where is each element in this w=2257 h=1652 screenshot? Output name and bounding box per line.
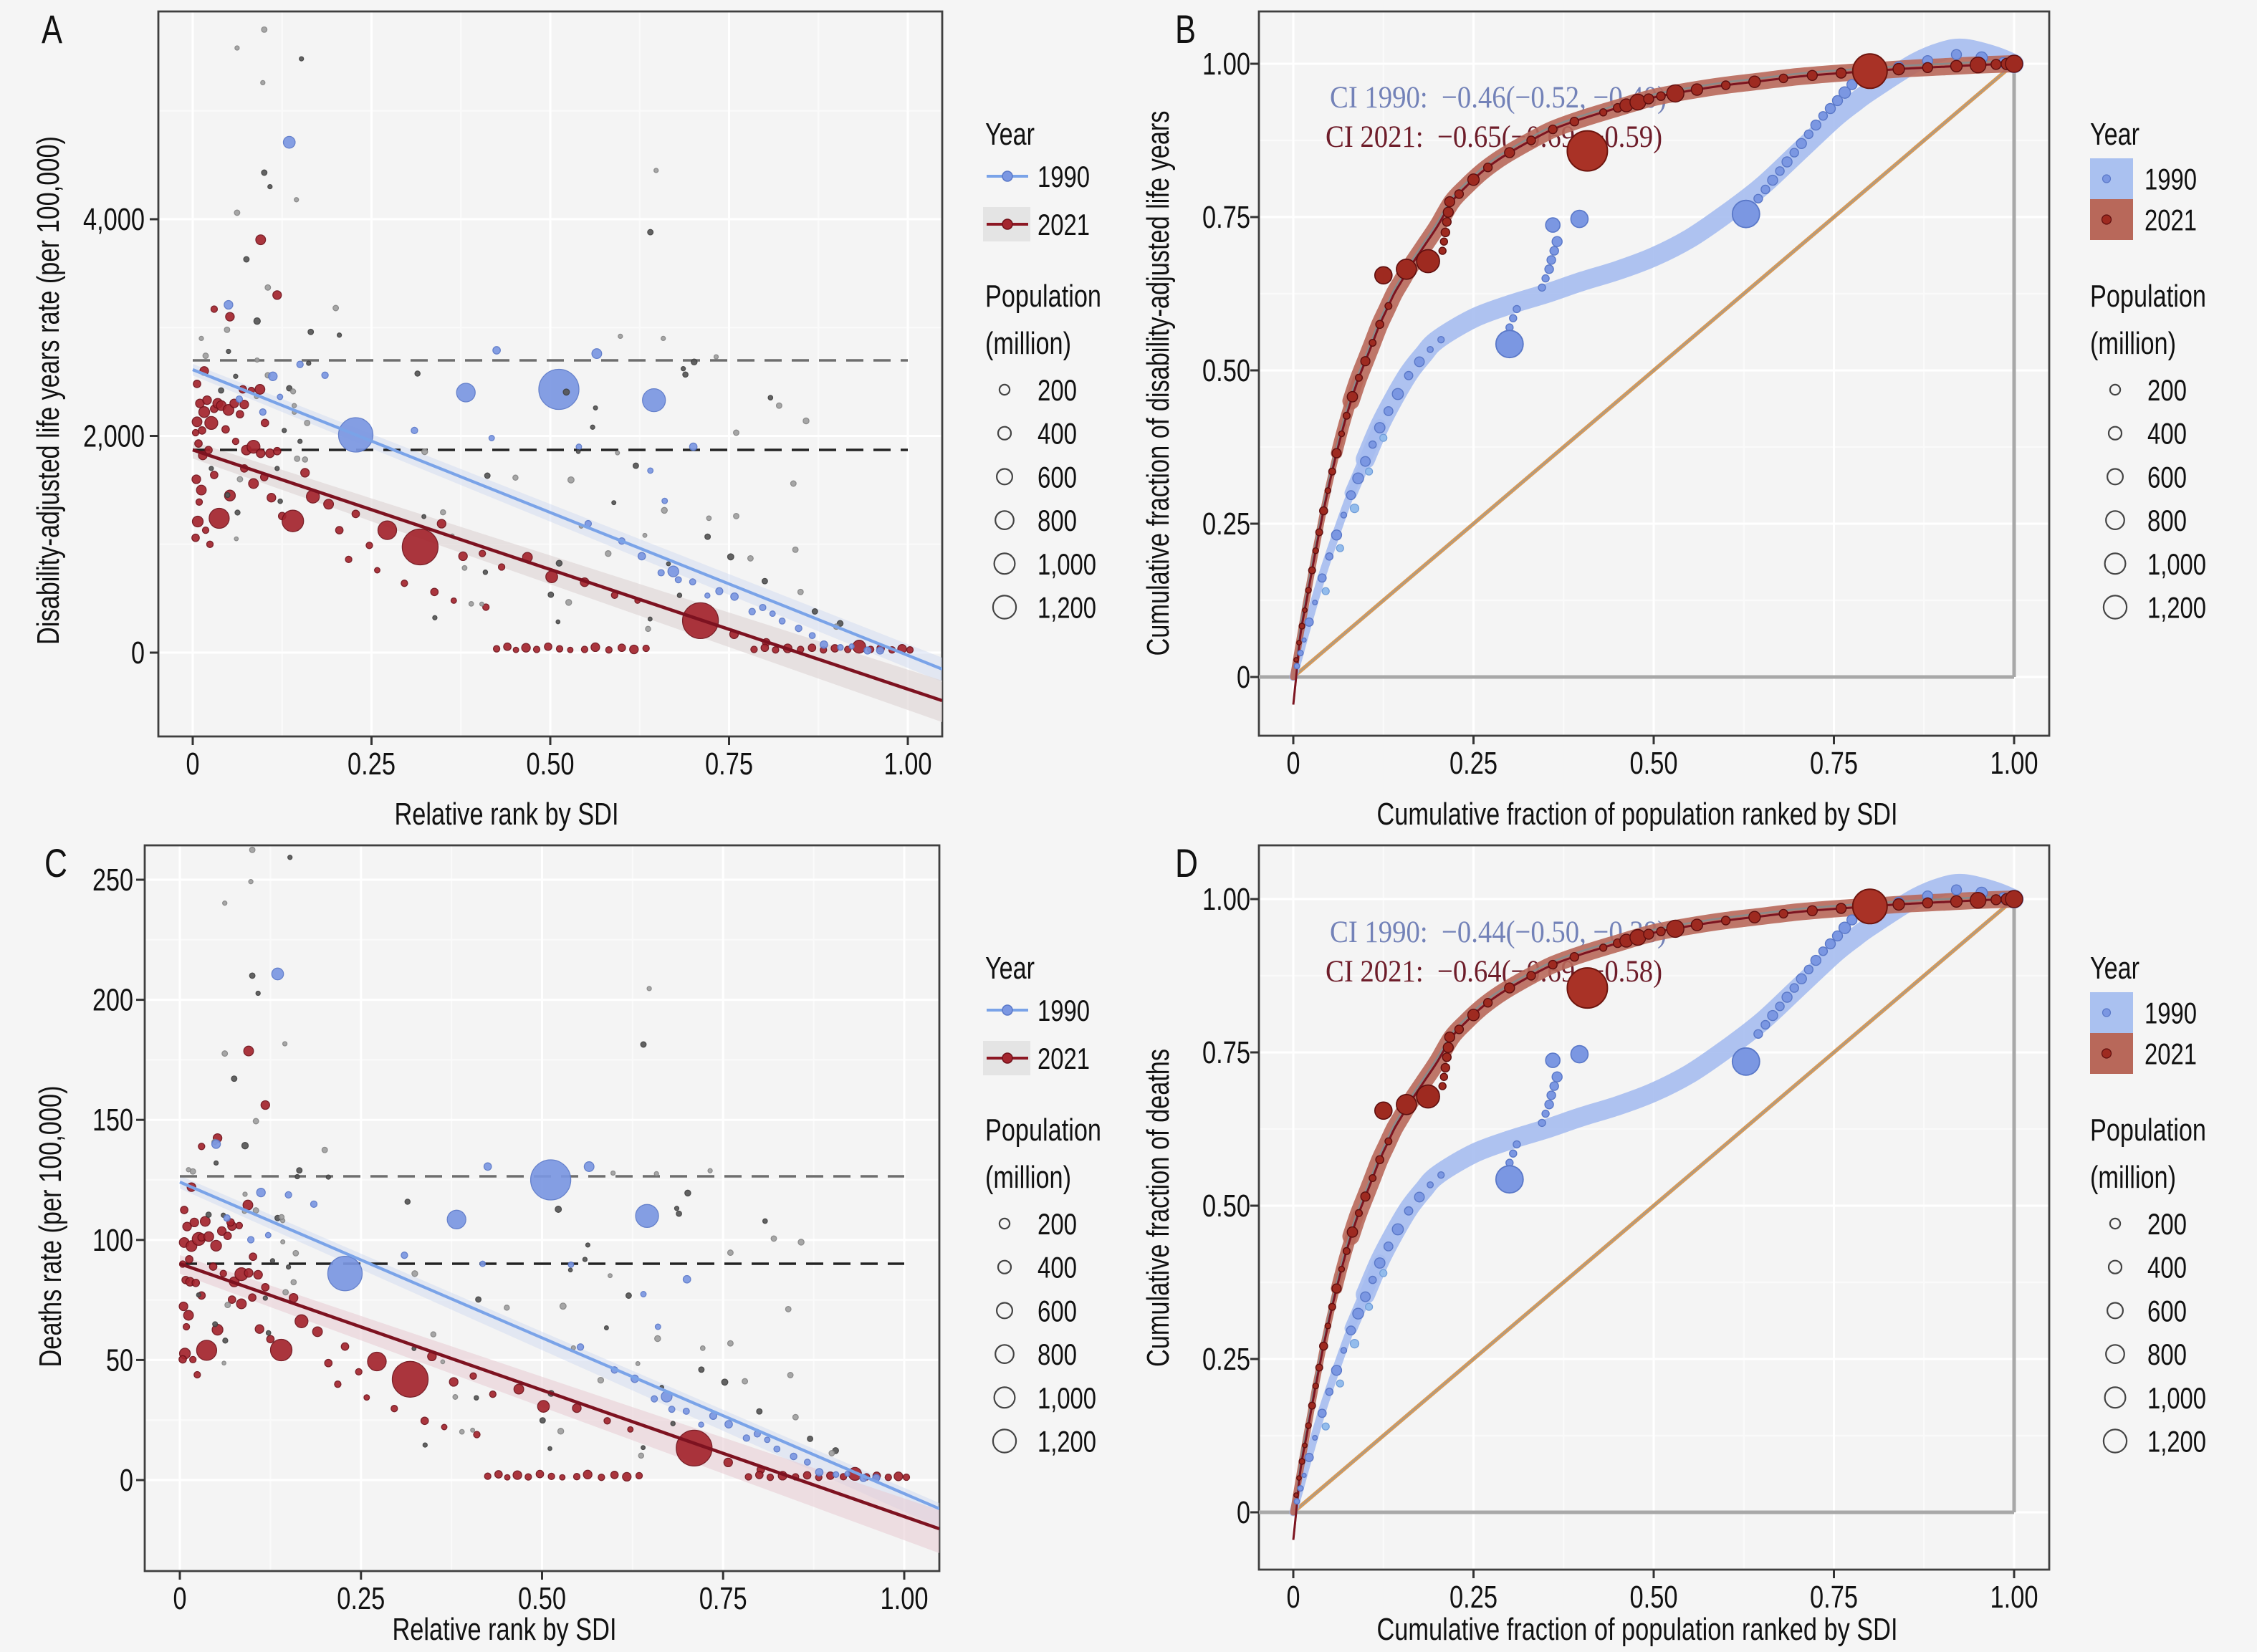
svg-text:1990: 1990: [1038, 160, 1090, 193]
svg-text:800: 800: [1038, 504, 1077, 537]
svg-text:600: 600: [2147, 1294, 2187, 1327]
svg-text:(million): (million): [985, 1160, 1071, 1195]
svg-text:250: 250: [92, 863, 133, 898]
svg-text:(million): (million): [2090, 326, 2176, 361]
svg-text:1,000: 1,000: [2147, 1381, 2206, 1415]
svg-text:800: 800: [1038, 1338, 1077, 1371]
svg-text:C: C: [44, 840, 67, 885]
svg-text:0: 0: [1237, 1495, 1250, 1530]
svg-text:800: 800: [2147, 504, 2187, 537]
svg-text:0.75: 0.75: [1810, 746, 1858, 781]
svg-text:400: 400: [2147, 417, 2187, 451]
svg-text:Disability-adjusted life years: Disability-adjusted life years rate (per…: [31, 136, 66, 645]
svg-text:400: 400: [2147, 1251, 2187, 1284]
svg-text:0.75: 0.75: [1202, 200, 1250, 235]
svg-text:1.00: 1.00: [881, 1581, 929, 1616]
svg-text:CI 2021: −0.64(−0.69, −0.58): CI 2021: −0.64(−0.69, −0.58): [1326, 955, 1662, 989]
svg-text:0.25: 0.25: [1202, 1342, 1250, 1377]
svg-text:A: A: [42, 6, 62, 52]
svg-text:0.25: 0.25: [348, 746, 396, 782]
svg-text:200: 200: [1038, 373, 1077, 407]
svg-text:0.75: 0.75: [1202, 1035, 1250, 1070]
svg-text:1,200: 1,200: [2147, 591, 2206, 625]
svg-text:200: 200: [2147, 373, 2187, 407]
svg-text:0.25: 0.25: [337, 1581, 385, 1616]
svg-text:1,000: 1,000: [1038, 547, 1096, 581]
svg-text:0: 0: [1237, 660, 1250, 695]
svg-text:1990: 1990: [2145, 163, 2197, 196]
svg-text:CI 2021: −0.65(−0.69, −0.59): CI 2021: −0.65(−0.69, −0.59): [1326, 120, 1662, 154]
svg-text:1.00: 1.00: [1202, 882, 1250, 917]
svg-text:Deaths rate (per 100,000): Deaths rate (per 100,000): [33, 1086, 68, 1368]
svg-text:0.75: 0.75: [705, 746, 753, 782]
svg-text:600: 600: [1038, 1294, 1077, 1327]
svg-text:0: 0: [1287, 1580, 1300, 1615]
svg-text:2021: 2021: [2145, 1037, 2197, 1071]
svg-text:Year: Year: [2090, 951, 2139, 986]
svg-text:B: B: [1175, 6, 1196, 52]
svg-text:0: 0: [1287, 746, 1300, 781]
svg-text:1.00: 1.00: [1990, 746, 2038, 781]
svg-text:1990: 1990: [2145, 997, 2197, 1030]
svg-text:0: 0: [120, 1463, 133, 1498]
svg-text:Population: Population: [2090, 279, 2206, 314]
svg-text:0.75: 0.75: [1810, 1580, 1858, 1615]
svg-text:(million): (million): [2090, 1160, 2176, 1195]
svg-text:0.50: 0.50: [1202, 353, 1250, 388]
svg-text:Population: Population: [2090, 1113, 2206, 1148]
svg-text:1,000: 1,000: [2147, 547, 2206, 581]
svg-text:2021: 2021: [1038, 1042, 1090, 1075]
svg-text:0.50: 0.50: [518, 1581, 566, 1616]
svg-text:0: 0: [131, 635, 145, 671]
svg-text:600: 600: [1038, 460, 1077, 494]
svg-text:0.50: 0.50: [1630, 746, 1678, 781]
svg-text:0.25: 0.25: [1449, 746, 1498, 781]
svg-text:1,200: 1,200: [1038, 1425, 1096, 1459]
svg-text:1,000: 1,000: [1038, 1381, 1096, 1415]
svg-text:1,200: 1,200: [2147, 1425, 2206, 1459]
svg-text:200: 200: [92, 983, 133, 1018]
svg-text:2021: 2021: [2145, 203, 2197, 237]
svg-text:0.25: 0.25: [1202, 506, 1250, 542]
svg-text:2021: 2021: [1038, 208, 1090, 241]
svg-text:0: 0: [186, 746, 200, 782]
svg-text:800: 800: [2147, 1338, 2187, 1371]
svg-text:2,000: 2,000: [83, 419, 145, 454]
svg-text:Year: Year: [2090, 117, 2139, 152]
svg-text:(million): (million): [985, 326, 1071, 361]
svg-text:100: 100: [92, 1223, 133, 1258]
svg-text:600: 600: [2147, 460, 2187, 494]
svg-text:Cumulative fraction of populat: Cumulative fraction of population ranked…: [1377, 1612, 1898, 1647]
svg-text:Population: Population: [985, 1113, 1101, 1148]
svg-text:Relative rank by SDI: Relative rank by SDI: [395, 797, 619, 832]
svg-text:Cumulative fraction of deaths: Cumulative fraction of deaths: [1141, 1049, 1176, 1367]
svg-text:1990: 1990: [1038, 994, 1090, 1027]
svg-text:D: D: [1175, 840, 1198, 885]
svg-text:0.50: 0.50: [527, 746, 575, 782]
svg-text:Relative rank by SDI: Relative rank by SDI: [393, 1612, 617, 1647]
svg-text:0: 0: [173, 1581, 187, 1616]
svg-text:150: 150: [92, 1103, 133, 1138]
svg-text:1.00: 1.00: [884, 746, 932, 782]
svg-text:400: 400: [1038, 1251, 1077, 1284]
svg-text:400: 400: [1038, 417, 1077, 451]
svg-text:Year: Year: [985, 117, 1035, 152]
svg-text:1.00: 1.00: [1202, 47, 1250, 82]
svg-text:4,000: 4,000: [83, 202, 145, 237]
svg-text:Cumulative fraction of disabil: Cumulative fraction of disability-adjust…: [1141, 111, 1176, 656]
svg-text:0.25: 0.25: [1449, 1580, 1498, 1615]
svg-text:1.00: 1.00: [1990, 1580, 2038, 1615]
svg-text:0.50: 0.50: [1630, 1580, 1678, 1615]
svg-text:Cumulative fraction of populat: Cumulative fraction of population ranked…: [1377, 797, 1898, 832]
svg-text:Year: Year: [985, 951, 1035, 986]
svg-text:Population: Population: [985, 279, 1101, 314]
svg-text:200: 200: [2147, 1207, 2187, 1241]
svg-text:0.75: 0.75: [699, 1581, 747, 1616]
svg-text:0.50: 0.50: [1202, 1188, 1250, 1224]
svg-text:200: 200: [1038, 1207, 1077, 1241]
svg-text:1,200: 1,200: [1038, 591, 1096, 625]
svg-text:50: 50: [106, 1343, 133, 1378]
